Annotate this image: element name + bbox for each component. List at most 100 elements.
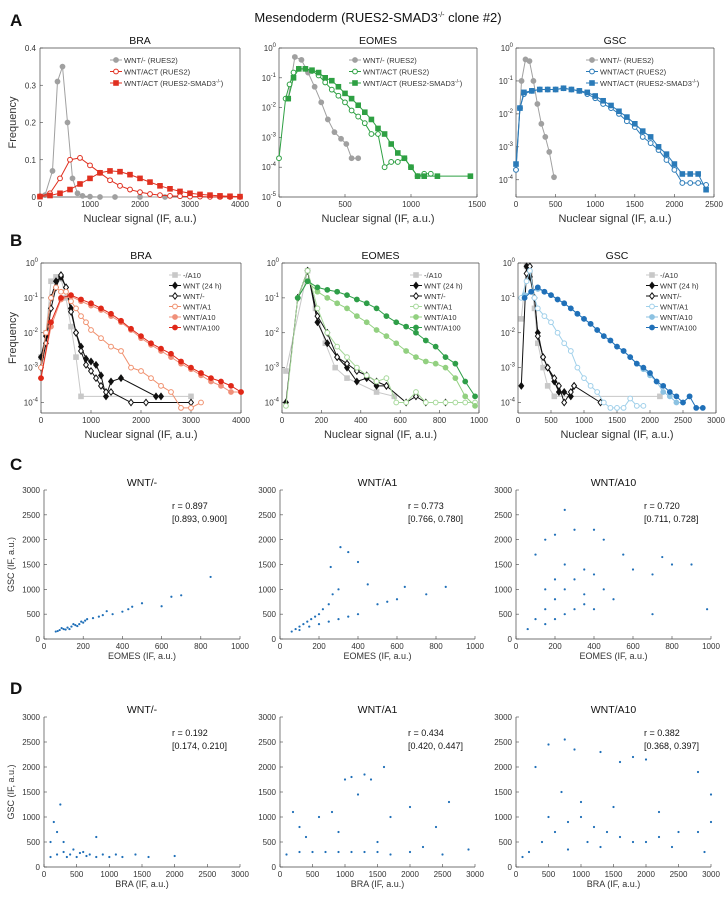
data-point — [434, 173, 441, 179]
data-point — [311, 850, 314, 854]
y-tick-label: 2500 — [22, 511, 40, 520]
data-point — [413, 389, 419, 395]
chart-title: WNT/- — [127, 477, 158, 489]
legend-label: -/A10 — [424, 271, 442, 280]
data-point — [335, 83, 342, 90]
legend-label: WNT/- (RUES2) — [600, 56, 654, 65]
data-point — [547, 815, 550, 819]
data-point — [177, 193, 183, 200]
data-point — [101, 853, 104, 856]
x-tick-label: 600 — [394, 416, 408, 425]
data-point — [388, 159, 395, 165]
data-point — [131, 605, 134, 608]
data-point — [677, 830, 680, 834]
y-tick-label: 3000 — [494, 486, 512, 495]
data-point — [573, 528, 576, 531]
legend-label: WNT/A1 — [424, 302, 452, 311]
data-point — [695, 171, 701, 177]
data-point — [624, 114, 630, 120]
data-point — [95, 835, 98, 839]
data-point — [68, 627, 71, 631]
x-tick-label: 1000 — [702, 642, 720, 651]
x-tick-label: 2500 — [198, 870, 216, 879]
x-tick-label: 2500 — [674, 416, 692, 425]
data-point — [408, 164, 414, 170]
data-point — [552, 86, 559, 93]
data-point — [413, 329, 419, 336]
data-point — [344, 305, 350, 312]
y-tick-label: 10-4 — [501, 398, 516, 408]
legend-marker — [352, 80, 358, 86]
data-point — [317, 815, 321, 819]
data-point — [563, 588, 566, 591]
data-point — [363, 372, 370, 379]
data-point — [328, 86, 335, 93]
y-tick-label: 10-3 — [499, 142, 514, 152]
legend-label-text: -/A10 — [183, 271, 201, 280]
data-point — [331, 129, 338, 136]
chart-title: WNT/A1 — [358, 704, 398, 716]
legend-entry: WNT/ACT (RUES2) — [110, 67, 191, 76]
x-tick-label: 600 — [155, 642, 169, 651]
x-tick-label: 3000 — [702, 870, 720, 879]
data-point — [158, 345, 164, 352]
y-tick-label: 3000 — [258, 486, 276, 495]
x-tick-label: 1500 — [133, 870, 151, 879]
x-tick-label: 200 — [548, 642, 562, 651]
data-point — [561, 340, 568, 347]
data-point — [67, 156, 73, 163]
x-tick-label: 0 — [42, 642, 47, 651]
data-point — [375, 131, 381, 137]
y-tick-base: 10 — [26, 259, 35, 268]
data-point — [655, 144, 662, 150]
data-point — [158, 382, 164, 389]
legend-entry: WNT/ACT (RUES2-SMAD3-/-) — [349, 79, 463, 88]
data-point — [59, 63, 66, 70]
legend-entry: WNT/- (RUES2) — [586, 56, 654, 65]
data-point — [291, 54, 298, 60]
data-point — [58, 288, 64, 295]
legend-entry: WNT/ACT (RUES2-SMAD3-/-) — [110, 79, 224, 88]
data-point — [571, 381, 578, 390]
x-tick-label: 400 — [587, 642, 601, 651]
x-tick-label: 800 — [429, 642, 443, 651]
legend-label: WNT/ACT (RUES2-SMAD3-/-) — [600, 79, 700, 88]
data-point — [73, 354, 79, 360]
y-tick-exponent: 0 — [276, 258, 280, 264]
data-point — [309, 67, 315, 73]
y-tick-label: 0.3 — [25, 81, 37, 90]
y-tick-label: 3000 — [22, 713, 40, 722]
legend-marker — [413, 314, 419, 320]
data-point — [534, 284, 541, 291]
data-point — [703, 186, 709, 193]
chart-c-wnt-a1: WNT/A1 0 200 400 600 800 1000 0 500 1000 1500 2000 2… — [258, 477, 484, 661]
data-point — [607, 405, 614, 411]
data-point — [188, 405, 194, 411]
data-point — [69, 175, 76, 182]
legend-label: WNT/A100 — [424, 323, 461, 332]
data-point — [383, 313, 390, 320]
x-axis-label: EOMES (IF, a.u.) — [579, 651, 647, 661]
legend-marker — [649, 324, 655, 331]
data-point — [70, 625, 73, 628]
x-tick-label: 1000 — [100, 870, 118, 879]
y-tick-base: 10 — [265, 399, 274, 408]
correlation-r: r = 0.192 — [172, 728, 208, 738]
data-point — [74, 190, 81, 197]
data-point — [408, 805, 412, 809]
legend-label-tail: ) — [460, 79, 463, 88]
correlation-ci: [0.893, 0.900] — [172, 514, 227, 524]
y-tick-exponent: 0 — [35, 258, 39, 264]
data-point — [528, 288, 535, 295]
data-point — [337, 588, 340, 591]
x-tick-label: 1000 — [575, 416, 593, 425]
y-tick-base: 10 — [262, 163, 271, 172]
data-point — [620, 348, 627, 354]
y-tick-label: 1500 — [494, 788, 512, 797]
data-point — [673, 399, 680, 406]
data-point — [663, 157, 670, 163]
data-point — [121, 610, 124, 613]
x-tick-label: 2000 — [132, 416, 150, 425]
data-point — [560, 790, 563, 794]
